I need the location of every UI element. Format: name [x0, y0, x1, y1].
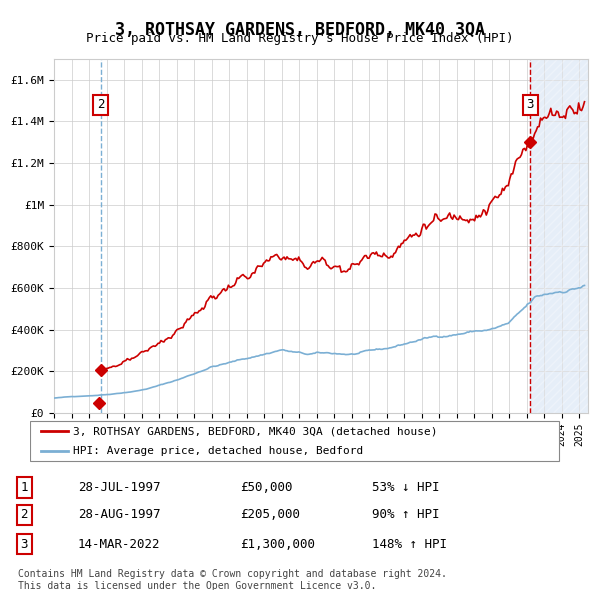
Text: £50,000: £50,000 [240, 481, 293, 494]
Text: 148% ↑ HPI: 148% ↑ HPI [372, 537, 447, 550]
Text: 3: 3 [20, 537, 28, 550]
Text: 53% ↓ HPI: 53% ↓ HPI [372, 481, 439, 494]
Text: 3, ROTHSAY GARDENS, BEDFORD, MK40 3QA (detached house): 3, ROTHSAY GARDENS, BEDFORD, MK40 3QA (d… [73, 427, 438, 436]
Text: 28-JUL-1997: 28-JUL-1997 [78, 481, 161, 494]
Text: 2: 2 [97, 99, 104, 112]
Text: £1,300,000: £1,300,000 [240, 537, 315, 550]
Text: 3: 3 [526, 99, 534, 112]
Text: HPI: Average price, detached house, Bedford: HPI: Average price, detached house, Bedf… [73, 446, 364, 455]
Text: 14-MAR-2022: 14-MAR-2022 [78, 537, 161, 550]
Text: 28-AUG-1997: 28-AUG-1997 [78, 508, 161, 522]
Text: £205,000: £205,000 [240, 508, 300, 522]
Text: 1: 1 [20, 481, 28, 494]
Text: 3, ROTHSAY GARDENS, BEDFORD, MK40 3QA: 3, ROTHSAY GARDENS, BEDFORD, MK40 3QA [115, 21, 485, 39]
Text: 90% ↑ HPI: 90% ↑ HPI [372, 508, 439, 522]
Bar [530, 59, 588, 413]
Bar [530, 59, 588, 413]
Text: Price paid vs. HM Land Registry's House Price Index (HPI): Price paid vs. HM Land Registry's House … [86, 32, 514, 45]
Text: 2: 2 [20, 508, 28, 522]
FancyBboxPatch shape [30, 421, 559, 461]
Text: Contains HM Land Registry data © Crown copyright and database right 2024.
This d: Contains HM Land Registry data © Crown c… [18, 569, 447, 590]
